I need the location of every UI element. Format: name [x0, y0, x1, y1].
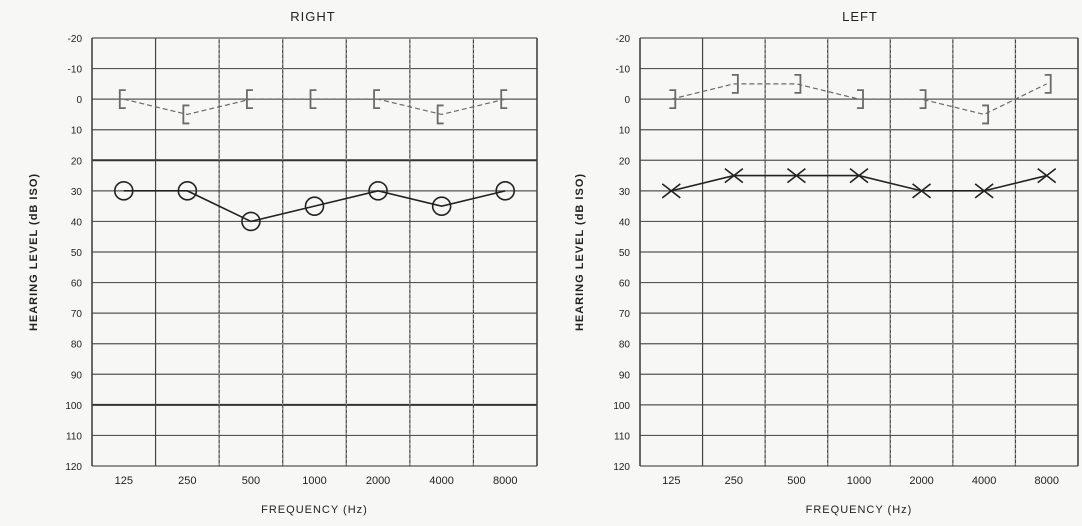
data-point-bracket — [500, 89, 508, 110]
y-tick-label: 110 — [614, 431, 630, 442]
y-tick-label: -20 — [68, 34, 83, 45]
y-tick-label: 60 — [619, 279, 631, 290]
data-point-bracket — [373, 89, 381, 110]
data-point-bracket — [1044, 73, 1052, 94]
y-tick-label: 100 — [65, 401, 82, 412]
data-point-bracket — [731, 73, 739, 94]
y-tick-label: 0 — [76, 95, 82, 106]
x-tick-label: 125 — [662, 475, 680, 487]
x-tick-label: 8000 — [493, 475, 517, 487]
x-tick-label: 125 — [115, 475, 133, 487]
series-line-x — [671, 174, 1047, 192]
data-point-circle — [241, 211, 261, 232]
data-point-bracket — [919, 89, 927, 110]
series-line-bracket-left — [123, 98, 506, 116]
data-point-x — [724, 167, 744, 184]
x-tick-label: 1000 — [302, 475, 326, 487]
data-point-bracket — [794, 73, 802, 94]
data-point-bracket — [182, 104, 190, 125]
data-point-x — [786, 167, 806, 184]
data-point-x — [1037, 167, 1057, 184]
y-tick-label: 120 — [613, 462, 630, 473]
y-tick-label: 70 — [619, 309, 631, 320]
y-tick-label: 30 — [619, 187, 631, 198]
data-point-x — [974, 183, 994, 199]
audiogram-panel-right: RIGHT -20 -10 0 10 20 30 40 50 60 70 80 90 100 110 120 1… — [28, 9, 538, 516]
data-point-bracket — [309, 89, 317, 110]
x-tick-label: 4000 — [429, 475, 453, 487]
y-tick-label: 50 — [71, 248, 83, 259]
y-tick-label: 40 — [619, 217, 631, 228]
y-tick-label: 90 — [71, 370, 83, 381]
y-tick-label: -10 — [616, 65, 631, 76]
x-tick-label: 8000 — [1034, 475, 1058, 487]
data-point-circle — [113, 181, 134, 201]
y-tick-label: 20 — [71, 156, 83, 167]
x-tick-label: 500 — [242, 475, 260, 487]
x-axis-label: FREQUENCY (Hz) — [261, 504, 368, 516]
data-point-x — [912, 183, 932, 199]
y-tick-label: 60 — [71, 279, 83, 290]
data-point-circle — [495, 181, 516, 201]
data-point-bracket — [857, 89, 864, 110]
data-point-circle — [177, 181, 198, 201]
y-tick-label: 80 — [71, 340, 83, 351]
y-tick-label: 120 — [65, 462, 82, 473]
data-point-circle — [368, 181, 388, 201]
series-line-bracket-right — [671, 83, 1047, 116]
panel-title: RIGHT — [290, 9, 335, 24]
data-point-x — [661, 183, 681, 199]
x-tick-label: 4000 — [972, 475, 996, 487]
y-tick-label: 90 — [619, 370, 631, 381]
y-tick-label: 20 — [619, 156, 631, 167]
y-tick-label: 0 — [624, 95, 630, 106]
y-tick-label: 10 — [71, 126, 83, 137]
data-point-x — [849, 167, 869, 184]
x-tick-label: 2000 — [909, 475, 933, 487]
data-point-bracket — [118, 89, 126, 110]
y-tick-label: 80 — [619, 340, 631, 351]
y-tick-label: 30 — [71, 187, 83, 198]
x-tick-label: 250 — [725, 475, 743, 487]
data-point-bracket — [246, 89, 253, 110]
data-point-bracket — [436, 104, 444, 125]
audiogram-panel-left: LEFT -20 -10 0 10 20 30 40 50 60 70 80 90 100 110 120 12… — [574, 9, 1079, 516]
y-tick-label: 70 — [71, 309, 83, 320]
series-line-circle — [123, 190, 506, 223]
data-point-bracket — [669, 89, 677, 110]
x-tick-label: 250 — [178, 475, 196, 487]
y-tick-label: 100 — [613, 401, 630, 412]
y-tick-label: -10 — [68, 65, 83, 76]
data-point-circle — [304, 196, 325, 216]
y-tick-label: 110 — [66, 431, 82, 442]
y-axis-label: HEARING LEVEL (dB ISO) — [28, 173, 40, 331]
y-axis-label: HEARING LEVEL (dB ISO) — [574, 173, 586, 331]
y-tick-label: -20 — [616, 34, 631, 45]
x-tick-label: 500 — [787, 475, 805, 487]
data-point-circle — [431, 196, 452, 216]
data-point-bracket — [982, 104, 990, 125]
x-axis-label: FREQUENCY (Hz) — [806, 504, 913, 516]
x-tick-label: 1000 — [847, 475, 871, 487]
y-tick-label: 10 — [619, 126, 631, 137]
x-tick-label: 2000 — [366, 475, 390, 487]
panel-title: LEFT — [842, 9, 878, 24]
y-tick-label: 40 — [71, 217, 83, 228]
y-tick-label: 50 — [619, 248, 631, 259]
